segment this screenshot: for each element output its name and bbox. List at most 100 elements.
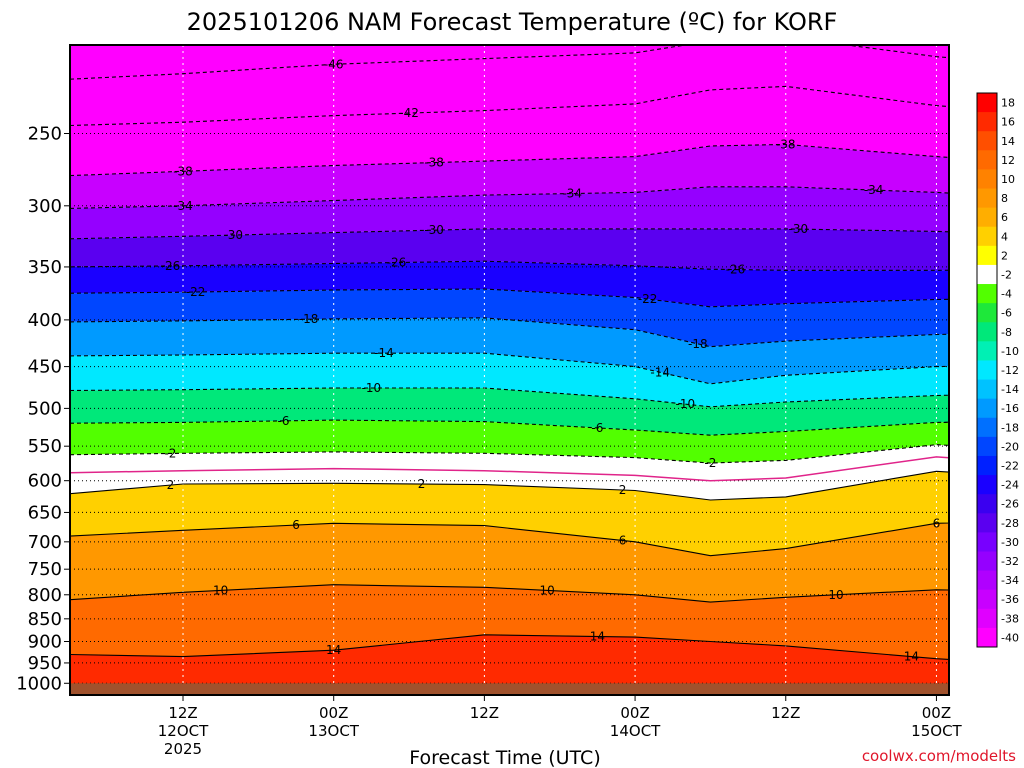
colorbar-swatch [977,284,997,304]
colorbar-label: -2 [1001,268,1012,281]
isotherm-label: -42 [399,106,419,120]
isotherm-label: -26 [387,256,407,270]
x-tick-label: 13OCT [308,722,359,740]
isotherm-line [70,317,949,348]
colorbar-swatch [977,341,997,361]
colorbar-label: 4 [1001,230,1008,243]
temperature-band [70,228,949,271]
isotherm-label: -34 [173,199,193,213]
temperature-band [70,45,949,80]
isotherm-label: -22 [638,292,658,306]
colorbar-swatch [977,570,997,591]
colorbar-label: -8 [1001,326,1012,339]
isotherm-label: -6 [591,421,603,435]
colorbar-label: -20 [1001,440,1019,453]
y-tick-label: 950 [28,653,62,674]
temperature-band [70,144,949,209]
colorbar-swatch [977,436,997,457]
y-tick-label: 900 [28,631,62,652]
isotherm-line [70,470,949,501]
isotherm-line [70,260,949,271]
isotherm-line [70,444,949,464]
isotherm-line [70,228,949,240]
x-tick-label: 00Z [620,704,649,722]
y-tick-label: 650 [28,502,62,523]
freezing-line [70,456,949,482]
colorbar-swatch [977,322,997,342]
colorbar-swatch [977,608,997,629]
colorbar-swatch [977,551,997,572]
y-tick-label: 400 [28,310,62,331]
isotherm-line [70,522,949,557]
isotherm-line [70,584,949,603]
colorbar-swatch [977,303,997,323]
y-tick-label: 250 [28,123,62,144]
chart-title: 2025101206 NAM Forecast Temperature (ºC)… [187,8,838,36]
colorbar-swatch [977,455,997,476]
colorbar-label: -34 [1001,574,1019,587]
colorbar-swatch [977,532,997,552]
colorbar-swatch [977,360,997,381]
colorbar-swatch [977,150,997,170]
isotherm-label: -26 [1015,263,1024,277]
isotherm-label: 2 [167,478,175,492]
colorbar-swatch [977,379,997,400]
temperature-band [70,353,949,407]
colorbar-label: -12 [1001,364,1019,377]
colorbar-swatch [977,93,997,113]
isotherm-label: 14 [904,650,919,664]
colorbar-swatch [977,264,997,285]
colorbar-swatch [977,513,997,533]
colorbar-swatch [977,188,997,209]
y-tick-label: 800 [28,585,62,606]
y-tick-label: 450 [28,357,62,378]
isotherm-label: 10 [213,583,228,597]
isotherm-label: -46 [324,57,344,71]
colorbar-label: -4 [1001,288,1012,301]
isotherm-label: 10 [828,588,843,602]
y-tick-label: 850 [28,609,62,630]
isotherm-label: 10 [540,583,555,597]
isotherm-label: -14 [374,346,394,360]
colorbar-label: 14 [1001,135,1015,148]
isotherm-label: -2 [164,446,176,460]
isotherm-line [70,419,949,436]
colorbar-swatch [977,398,997,419]
isotherm-label: -46 [977,54,997,68]
isotherm-line [70,85,949,127]
colorbar-label: 8 [1001,192,1008,205]
colorbar-label: -30 [1001,536,1019,549]
x-tick-label: 12OCT [158,722,209,740]
colorbar-swatch [977,627,997,648]
colorbar: 18 16 14 12 10 8 6 4 2 -2 -4 -6 -8 -10 -12 -14 -16 -18 -20… [976,92,1019,648]
colorbar-swatch [977,226,997,247]
colorbar-frame [976,92,998,648]
temperature-band [70,186,949,239]
isotherm-label: -38 [776,137,796,151]
y-tick-label: 550 [28,436,62,457]
isotherm-label: 6 [292,518,300,532]
credit-link[interactable]: coolwx.com/modelts [862,747,1016,765]
x-tick-label: 14OCT [610,722,661,740]
isotherm-label: -2 [704,456,716,470]
temperature-band [70,86,949,176]
y-tick-label: 1000 [16,673,62,694]
colorbar-swatch [977,494,997,514]
isotherm-lines: -46 -46-42-38-38-38-34-34 -34-30 -30 -30-26-… [70,45,1024,664]
plot-frame [69,44,950,696]
isotherm-label: -26 [161,259,181,273]
temperature-band [70,584,949,660]
temperature-band [70,634,949,695]
isotherm-label: -6 [943,415,955,429]
colorbar-label: 18 [1001,97,1015,110]
colorbar-swatch [977,131,997,151]
isotherm-label: 6 [933,516,941,530]
x-tick-label: 00Z [922,704,951,722]
temperature-bands [70,45,949,695]
colorbar-label: -10 [1001,345,1019,358]
isotherm-label: -14 [952,359,972,373]
temperature-band [70,444,949,500]
colorbar-label: -6 [1001,307,1012,320]
colorbar-label: -40 [1001,631,1019,644]
isotherm-label: -10 [675,397,695,411]
